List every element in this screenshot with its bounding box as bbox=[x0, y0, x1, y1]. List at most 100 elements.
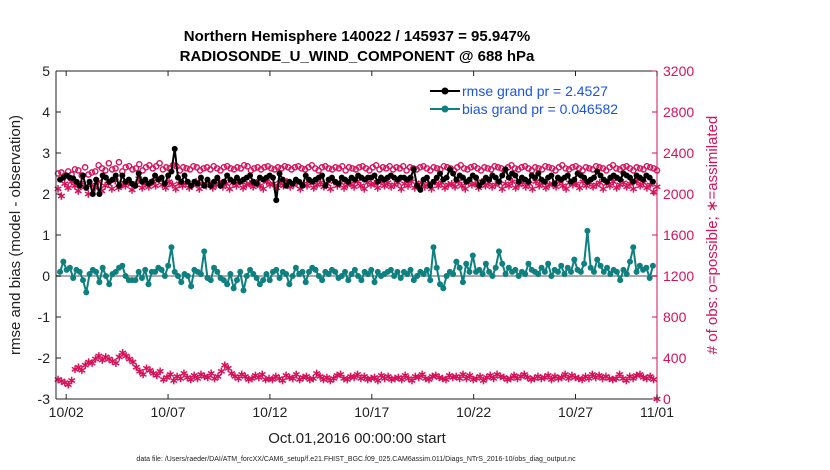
star-stroke bbox=[156, 368, 164, 374]
data-point bbox=[158, 174, 165, 181]
obs-assimilated-marker bbox=[224, 364, 232, 373]
obs-assimilated-marker bbox=[108, 185, 116, 193]
data-point bbox=[564, 264, 571, 271]
obs-possible-marker bbox=[345, 164, 353, 171]
data-point bbox=[473, 174, 480, 181]
obs-possible-marker bbox=[274, 164, 282, 171]
plot-area: -3 -2 -1 0 1 2 3 4 5 0 400 800 1200 1600 2000 2400 2800 3… bbox=[38, 63, 695, 420]
data-point bbox=[266, 277, 273, 284]
x-tick-label: 10/02 bbox=[49, 404, 84, 420]
obs-possible-marker bbox=[484, 165, 492, 172]
star-stroke bbox=[299, 374, 307, 381]
data-point bbox=[515, 178, 522, 185]
obs-assimilated-marker bbox=[535, 182, 543, 190]
obs-assimilated-marker bbox=[649, 375, 658, 384]
data-point bbox=[171, 268, 178, 275]
data-point bbox=[109, 176, 116, 183]
data-point bbox=[476, 182, 483, 189]
data-point bbox=[168, 244, 175, 251]
data-point bbox=[597, 262, 604, 269]
y-tick-label-right: 3200 bbox=[663, 63, 694, 79]
legend-bias-label: bias grand pr = 0.046582 bbox=[462, 101, 618, 117]
star-stroke bbox=[537, 375, 545, 382]
data-point bbox=[194, 180, 201, 187]
data-point bbox=[495, 178, 502, 185]
x-tick-label: 11/01 bbox=[640, 404, 674, 420]
data-point bbox=[532, 174, 539, 181]
obs-possible-marker bbox=[105, 159, 113, 167]
obs-possible-marker bbox=[281, 163, 289, 170]
star-stroke bbox=[616, 182, 624, 188]
data-point bbox=[410, 277, 417, 284]
data-point bbox=[640, 176, 647, 183]
star-stroke bbox=[121, 183, 130, 189]
data-point bbox=[184, 273, 191, 279]
data-point bbox=[626, 258, 633, 265]
obs-assimilated-marker bbox=[119, 349, 127, 357]
star-stroke bbox=[333, 372, 341, 378]
star-stroke bbox=[310, 185, 318, 191]
star-stroke bbox=[459, 371, 467, 377]
star-stroke bbox=[64, 185, 72, 191]
star-stroke bbox=[476, 373, 484, 379]
data-point bbox=[446, 166, 453, 173]
star-stroke bbox=[592, 182, 601, 188]
star-stroke bbox=[505, 183, 513, 189]
data-point bbox=[643, 264, 650, 271]
y-tick-label-right: 2400 bbox=[663, 145, 694, 161]
obs-assimilated-marker bbox=[125, 355, 134, 363]
obs-possible-marker bbox=[200, 165, 207, 172]
star-stroke bbox=[434, 183, 442, 189]
data-point bbox=[306, 268, 313, 275]
star-stroke bbox=[390, 182, 399, 188]
star-stroke bbox=[472, 375, 481, 382]
data-point bbox=[492, 264, 499, 271]
data-point bbox=[551, 180, 558, 187]
data-point bbox=[66, 264, 73, 271]
data-point bbox=[240, 287, 247, 294]
data-point bbox=[489, 273, 496, 279]
star-stroke bbox=[462, 375, 471, 382]
data-point bbox=[420, 270, 427, 277]
data-point bbox=[106, 281, 113, 288]
star-stroke bbox=[589, 184, 597, 190]
star-stroke bbox=[108, 186, 116, 192]
data-point bbox=[73, 178, 80, 185]
data-point bbox=[201, 248, 208, 255]
obs-assimilated-marker bbox=[547, 375, 556, 384]
data-point bbox=[335, 180, 342, 187]
data-point bbox=[312, 266, 319, 273]
star-stroke bbox=[166, 371, 175, 377]
obs-assimilated-marker bbox=[156, 367, 164, 376]
data-point bbox=[119, 172, 126, 179]
star-stroke bbox=[498, 186, 506, 192]
obs-assimilated-marker bbox=[434, 182, 442, 190]
obs-possible-marker bbox=[81, 164, 89, 171]
obs-assimilated-marker bbox=[401, 371, 409, 380]
star-stroke bbox=[221, 362, 229, 368]
data-point bbox=[646, 275, 653, 282]
data-point bbox=[450, 170, 457, 177]
star-stroke bbox=[370, 181, 379, 187]
obs-possible-marker bbox=[332, 164, 339, 171]
data-point bbox=[80, 172, 87, 179]
star-stroke bbox=[417, 180, 426, 186]
obs-assimilated-marker bbox=[441, 184, 449, 192]
y-axis-label-left: rmse and bias (model - observation) bbox=[7, 115, 24, 355]
data-point bbox=[135, 170, 142, 177]
data-point bbox=[224, 281, 231, 288]
obs-possible-marker bbox=[122, 164, 130, 171]
data-point bbox=[545, 260, 552, 267]
star-stroke bbox=[469, 376, 477, 383]
data-point bbox=[374, 268, 381, 275]
star-stroke bbox=[455, 375, 464, 382]
star-stroke bbox=[458, 183, 466, 189]
data-point bbox=[161, 273, 168, 279]
obs-assimilated-marker bbox=[316, 372, 324, 381]
star-stroke bbox=[381, 375, 389, 382]
obs-possible-marker bbox=[467, 164, 475, 171]
data-point bbox=[620, 266, 627, 273]
data-point bbox=[60, 258, 67, 265]
data-point bbox=[466, 176, 473, 183]
